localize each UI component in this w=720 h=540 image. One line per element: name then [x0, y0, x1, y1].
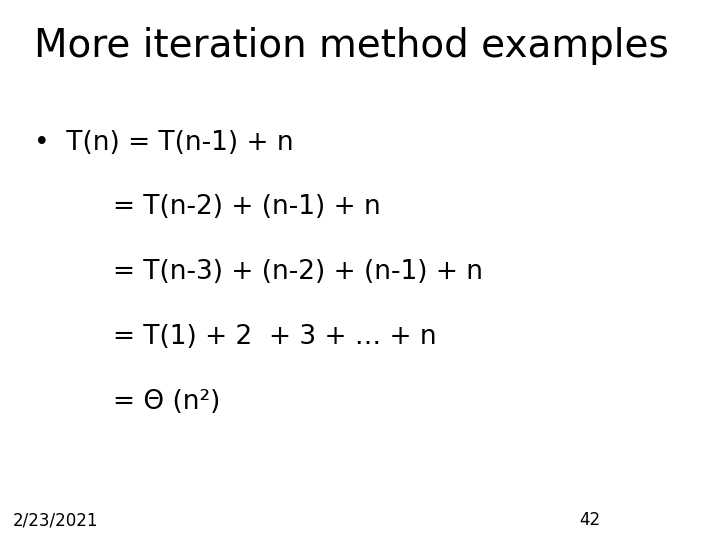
Text: = T(1) + 2  + 3 + … + n: = T(1) + 2 + 3 + … + n	[113, 324, 437, 350]
Text: More iteration method examples: More iteration method examples	[34, 27, 668, 65]
Text: = T(n-3) + (n-2) + (n-1) + n: = T(n-3) + (n-2) + (n-1) + n	[113, 259, 483, 285]
Text: 2/23/2021: 2/23/2021	[12, 511, 98, 529]
Text: = T(n-2) + (n-1) + n: = T(n-2) + (n-1) + n	[113, 194, 381, 220]
Text: 42: 42	[579, 511, 600, 529]
Text: = Θ (n²): = Θ (n²)	[113, 389, 221, 415]
Text: •  T(n) = T(n-1) + n: • T(n) = T(n-1) + n	[34, 130, 293, 156]
